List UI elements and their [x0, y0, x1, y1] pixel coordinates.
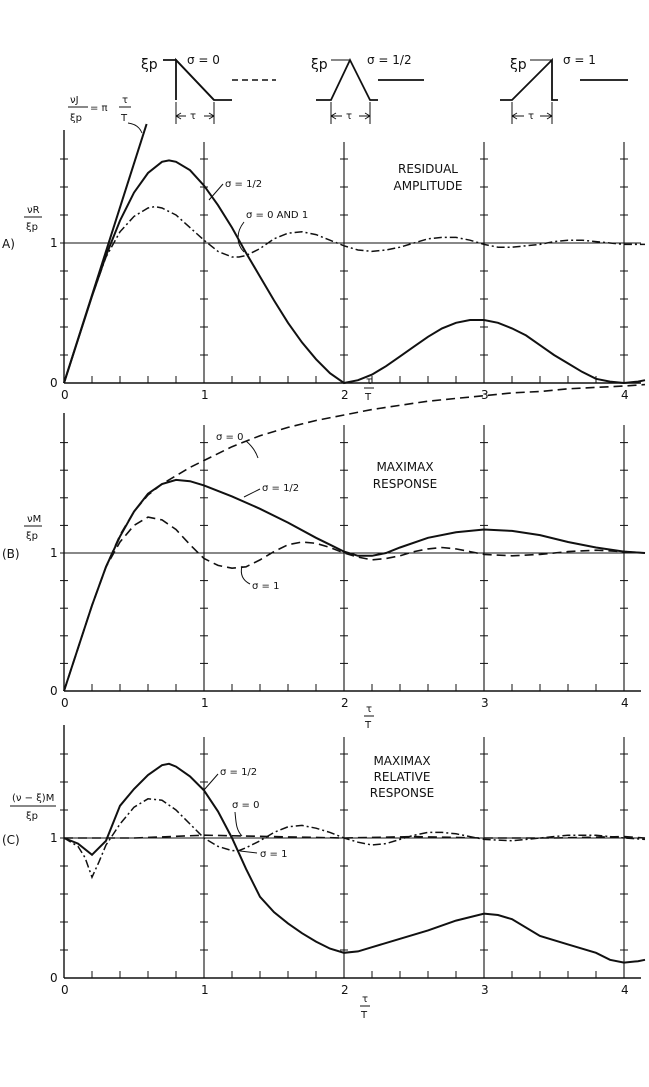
chart-title-line: RELATIVE: [374, 770, 431, 784]
asymptote-rhs-prefix: = π: [90, 103, 108, 114]
series-0: [63, 383, 646, 692]
chart-title-line: MAXIMAX: [376, 460, 433, 474]
x-tick-label: 4: [621, 983, 629, 997]
pulse-sigma-label: σ = 1/2: [367, 53, 412, 67]
x-tick-label: 3: [481, 696, 489, 710]
annotation-sigma-half: σ = 1/2: [262, 483, 299, 494]
x-tick-label: 0: [61, 696, 69, 710]
pulse-tau-label: τ: [528, 111, 534, 122]
pulse-amp-label: ξp: [141, 57, 158, 73]
chart-title-line: RESPONSE: [370, 786, 434, 800]
x-tick-label: 3: [481, 388, 489, 402]
x-tick-label: 2: [341, 388, 349, 402]
x-axis-label-num: τ: [362, 994, 368, 1005]
panel-label: (B): [2, 547, 20, 561]
x-tick-label: 0: [61, 983, 69, 997]
x-tick-label: 1: [201, 388, 209, 402]
panel-maximax-relative-response: (C) (ν − ξ)M ξp τ T MAXIMAX RELATIVE RES…: [2, 725, 646, 1021]
panel-label: (C): [2, 833, 20, 847]
series-asymptote: [63, 123, 148, 384]
y-tick-label: 1: [50, 546, 58, 560]
y-axis-label-den: ξp: [26, 811, 38, 822]
x-axis-label-den: T: [360, 1010, 368, 1021]
x-tick-label: 2: [341, 983, 349, 997]
chart-title-line: RESPONSE: [373, 477, 437, 491]
x-tick-label: 4: [621, 696, 629, 710]
series-1-2: [63, 762, 646, 964]
x-tick-label: 2: [341, 696, 349, 710]
asymptote-lhs-num: νJ: [70, 95, 79, 106]
chart-title-line: AMPLITUDE: [394, 179, 463, 193]
y-axis-label-num: νR: [27, 205, 40, 216]
y-axis-label-num: (ν − ξ)M: [12, 793, 54, 804]
x-tick-label: 3: [481, 983, 489, 997]
series-1-2: [63, 159, 646, 385]
annotation-sigma-half: σ = 1/2: [225, 179, 262, 190]
x-axis-label-den: T: [364, 720, 372, 731]
y-tick-label: 0: [50, 971, 58, 985]
pulse-amp-label: ξp: [510, 57, 527, 73]
annotation-sigma-half: σ = 1/2: [220, 767, 257, 778]
annotation-sigma-0-and-1: σ = 0 AND 1: [246, 210, 308, 221]
x-axis-label-den: T: [364, 392, 372, 403]
pulse-tau-label: τ: [346, 111, 352, 122]
x-tick-label: 1: [201, 696, 209, 710]
asymptote-rhs-num: τ: [122, 95, 128, 106]
y-axis-label-den: ξp: [26, 222, 38, 233]
panel-label: A): [2, 237, 15, 251]
x-axis-label-num: τ: [366, 704, 372, 715]
x-tick-label: 0: [61, 388, 69, 402]
y-tick-label: 0: [50, 376, 58, 390]
pulse-shape-sigma-half: ξp σ = 1/2 τ: [311, 53, 424, 124]
y-axis-label-den: ξp: [26, 531, 38, 542]
annotation-sigma-0: σ = 0: [232, 800, 259, 811]
series-0: [64, 834, 646, 839]
series-0-and-1: [63, 205, 645, 384]
pulse-tau-label: τ: [190, 111, 196, 122]
pulse-amp-label: ξp: [311, 57, 328, 73]
chart-title-line: RESIDUAL: [398, 162, 458, 176]
annotation-sigma-1: σ = 1: [260, 849, 287, 860]
pulse-shape-sigma-0: ξp σ = 0 τ: [141, 53, 276, 124]
x-axis-label-num: τ: [366, 376, 372, 387]
y-tick-label: 1: [50, 831, 58, 845]
x-tick-label: 4: [621, 388, 629, 402]
asymptote-rhs-den: T: [120, 113, 128, 124]
pulse-header: ξp σ = 0 τ ξp σ = 1/2 τ ξp σ = 1: [68, 53, 628, 134]
pulse-sigma-label: σ = 1: [563, 53, 596, 67]
x-tick-label: 1: [201, 983, 209, 997]
panel-maximax-response: (B) νM ξp τ T MAXIMAX RESPONSE σ = 0 σ =…: [2, 383, 646, 731]
asymptote-label: νJ ξp = π τ T: [68, 95, 143, 134]
annotation-sigma-0: σ = 0: [216, 432, 243, 443]
pulse-shape-sigma-1: ξp σ = 1 τ: [500, 53, 628, 124]
annotation-sigma-1: σ = 1: [252, 581, 279, 592]
chart-title-line: MAXIMAX: [373, 754, 430, 768]
y-tick-label: 0: [50, 684, 58, 698]
series-1: [63, 516, 646, 692]
pulse-sigma-label: σ = 0: [187, 53, 220, 67]
y-axis-label-num: νM: [27, 514, 41, 525]
panel-residual-amplitude: A) νR ξp τ T RESIDUAL AMPLITUDE σ = 1/2 …: [2, 123, 646, 403]
y-tick-label: 1: [50, 236, 58, 250]
asymptote-lhs-den: ξp: [70, 113, 82, 124]
series-1-2: [63, 478, 646, 692]
